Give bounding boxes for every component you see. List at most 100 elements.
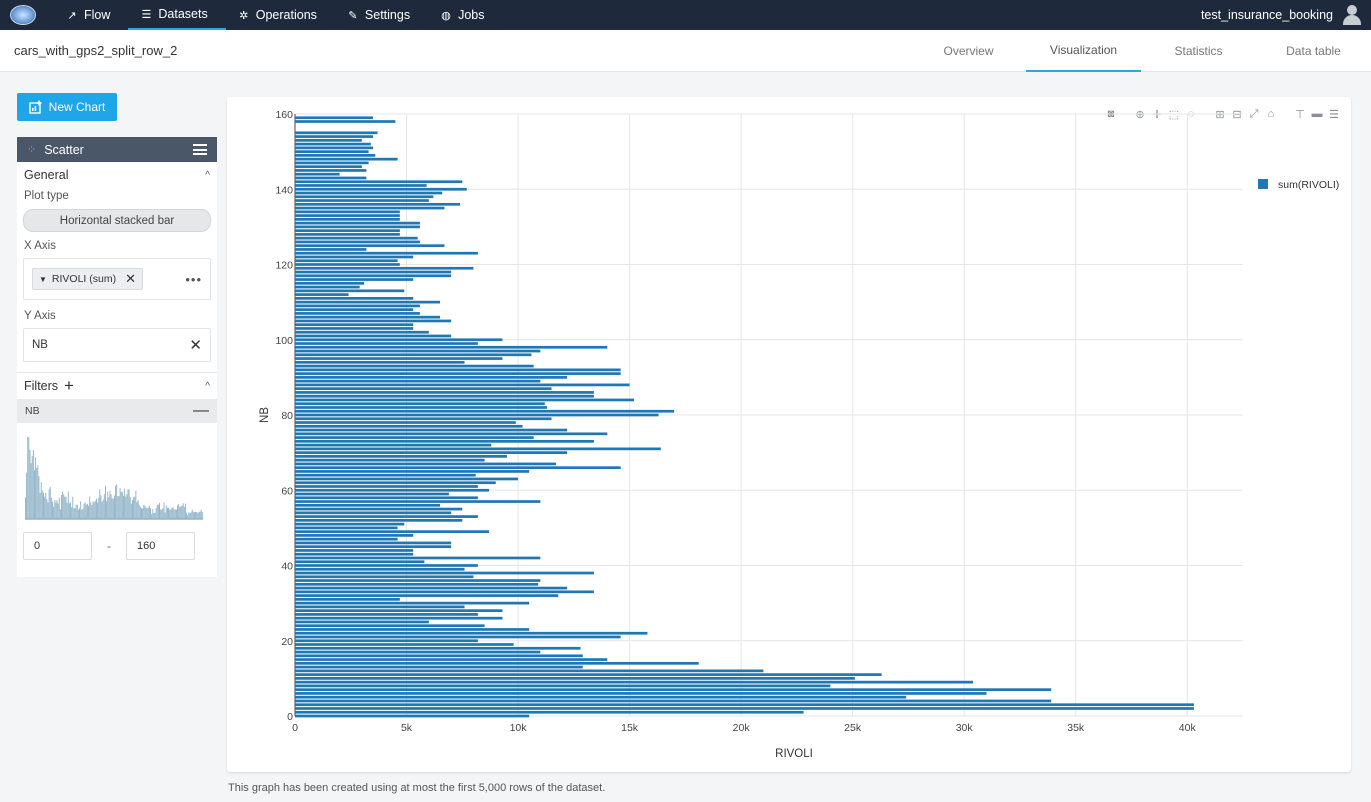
bar[interactable] bbox=[295, 598, 400, 601]
bar[interactable] bbox=[295, 654, 583, 658]
bar[interactable] bbox=[295, 507, 463, 511]
bar[interactable] bbox=[295, 131, 378, 135]
hover-closest-icon[interactable]: ▬ bbox=[1311, 108, 1323, 120]
bar[interactable] bbox=[295, 481, 496, 485]
bar[interactable] bbox=[295, 613, 478, 616]
bar[interactable] bbox=[295, 684, 831, 688]
tab-statistics[interactable]: Statistics bbox=[1174, 44, 1223, 58]
bar[interactable] bbox=[295, 665, 583, 669]
bar[interactable] bbox=[295, 353, 532, 357]
bar[interactable] bbox=[295, 263, 400, 266]
remove-icon[interactable]: ✕ bbox=[125, 271, 137, 286]
bar[interactable] bbox=[295, 522, 405, 526]
bar[interactable] bbox=[295, 466, 621, 470]
bar[interactable] bbox=[295, 394, 594, 398]
bar[interactable] bbox=[295, 594, 559, 597]
bar[interactable] bbox=[295, 342, 478, 345]
bar[interactable] bbox=[295, 210, 400, 214]
bar[interactable] bbox=[295, 643, 514, 646]
bar[interactable] bbox=[295, 293, 349, 296]
bar[interactable] bbox=[295, 138, 362, 142]
bar[interactable] bbox=[295, 191, 443, 195]
bar[interactable] bbox=[295, 406, 548, 409]
bar[interactable] bbox=[295, 462, 556, 466]
bar[interactable] bbox=[295, 500, 541, 503]
bar[interactable] bbox=[295, 255, 414, 259]
bar[interactable] bbox=[295, 628, 530, 631]
bar[interactable] bbox=[295, 571, 594, 575]
bar[interactable] bbox=[295, 360, 465, 364]
bar[interactable] bbox=[295, 609, 503, 613]
bar[interactable] bbox=[295, 357, 503, 360]
bar[interactable] bbox=[295, 526, 398, 530]
bar[interactable] bbox=[295, 244, 445, 248]
bar[interactable] bbox=[295, 447, 661, 451]
bar[interactable] bbox=[295, 214, 400, 217]
bar[interactable] bbox=[295, 266, 474, 270]
bar[interactable] bbox=[295, 345, 608, 349]
spike-icon[interactable]: ⊤ bbox=[1295, 108, 1305, 121]
tab-overview[interactable]: Overview bbox=[943, 44, 994, 58]
bar[interactable] bbox=[295, 620, 429, 624]
new-chart-button[interactable]: New Chart bbox=[17, 93, 117, 121]
bar[interactable] bbox=[295, 470, 530, 473]
chevron-up-icon[interactable]: ^ bbox=[205, 380, 210, 392]
bar[interactable] bbox=[295, 300, 440, 304]
bar[interactable] bbox=[295, 217, 400, 221]
bar[interactable] bbox=[295, 473, 476, 477]
bar[interactable] bbox=[295, 714, 530, 718]
bar[interactable] bbox=[295, 688, 1052, 692]
nav-item-operations[interactable]: ✲ Operations bbox=[226, 0, 335, 30]
bar[interactable] bbox=[295, 710, 804, 714]
bar[interactable] bbox=[295, 530, 490, 533]
nav-item-datasets[interactable]: ☰ Datasets bbox=[128, 0, 226, 30]
general-section-header[interactable]: General ^ bbox=[17, 162, 217, 188]
x-axis-chip[interactable]: ▼ RIVOLI (sum) ✕ bbox=[32, 268, 144, 290]
bar[interactable] bbox=[295, 417, 552, 421]
bar[interactable] bbox=[295, 503, 440, 507]
hover-compare-icon[interactable]: ☰ bbox=[1329, 108, 1339, 121]
bar[interactable] bbox=[295, 424, 523, 428]
plot-type-select[interactable]: Horizontal stacked bar bbox=[23, 209, 211, 232]
bar[interactable] bbox=[295, 187, 467, 191]
bar[interactable] bbox=[295, 229, 400, 232]
bar[interactable] bbox=[295, 624, 485, 628]
bar[interactable] bbox=[295, 349, 541, 353]
bar[interactable] bbox=[295, 552, 414, 556]
clear-icon[interactable]: ✕ bbox=[189, 337, 202, 354]
bar[interactable] bbox=[295, 605, 465, 609]
bar[interactable] bbox=[295, 154, 376, 157]
bar[interactable] bbox=[295, 248, 367, 251]
bar[interactable] bbox=[295, 225, 420, 229]
bar[interactable] bbox=[295, 421, 516, 424]
bar[interactable] bbox=[295, 564, 478, 567]
bar[interactable] bbox=[295, 477, 519, 481]
home-icon[interactable]: ⌂ bbox=[1267, 108, 1275, 120]
bar[interactable] bbox=[295, 458, 485, 462]
bar[interactable] bbox=[295, 176, 367, 180]
bar[interactable] bbox=[295, 236, 418, 240]
bar[interactable] bbox=[295, 496, 478, 500]
menu-icon[interactable] bbox=[193, 144, 207, 155]
bar[interactable] bbox=[295, 364, 534, 368]
bar[interactable] bbox=[295, 368, 621, 372]
chevron-up-icon[interactable]: ^ bbox=[205, 169, 210, 181]
x-axis-dropzone[interactable]: ▼ RIVOLI (sum) ✕ ••• bbox=[23, 258, 211, 300]
chart-legend[interactable]: sum(RIVOLI) bbox=[1258, 179, 1339, 191]
caret-down-icon[interactable]: ▼ bbox=[39, 274, 47, 284]
nav-item-flow[interactable]: ↗ Flow bbox=[54, 0, 128, 30]
bar[interactable] bbox=[295, 206, 445, 210]
bar[interactable] bbox=[295, 169, 367, 172]
bar[interactable] bbox=[295, 586, 568, 590]
bar[interactable] bbox=[295, 285, 360, 289]
bar[interactable] bbox=[295, 534, 414, 537]
bar[interactable] bbox=[295, 334, 452, 338]
bar[interactable] bbox=[295, 699, 1052, 703]
bar[interactable] bbox=[295, 161, 369, 165]
bar[interactable] bbox=[295, 330, 429, 334]
bar[interactable] bbox=[295, 518, 463, 522]
project-name[interactable]: test_insurance_booking bbox=[1200, 8, 1333, 22]
bar[interactable] bbox=[295, 537, 398, 541]
bar[interactable] bbox=[295, 135, 374, 138]
bar[interactable] bbox=[295, 635, 621, 639]
